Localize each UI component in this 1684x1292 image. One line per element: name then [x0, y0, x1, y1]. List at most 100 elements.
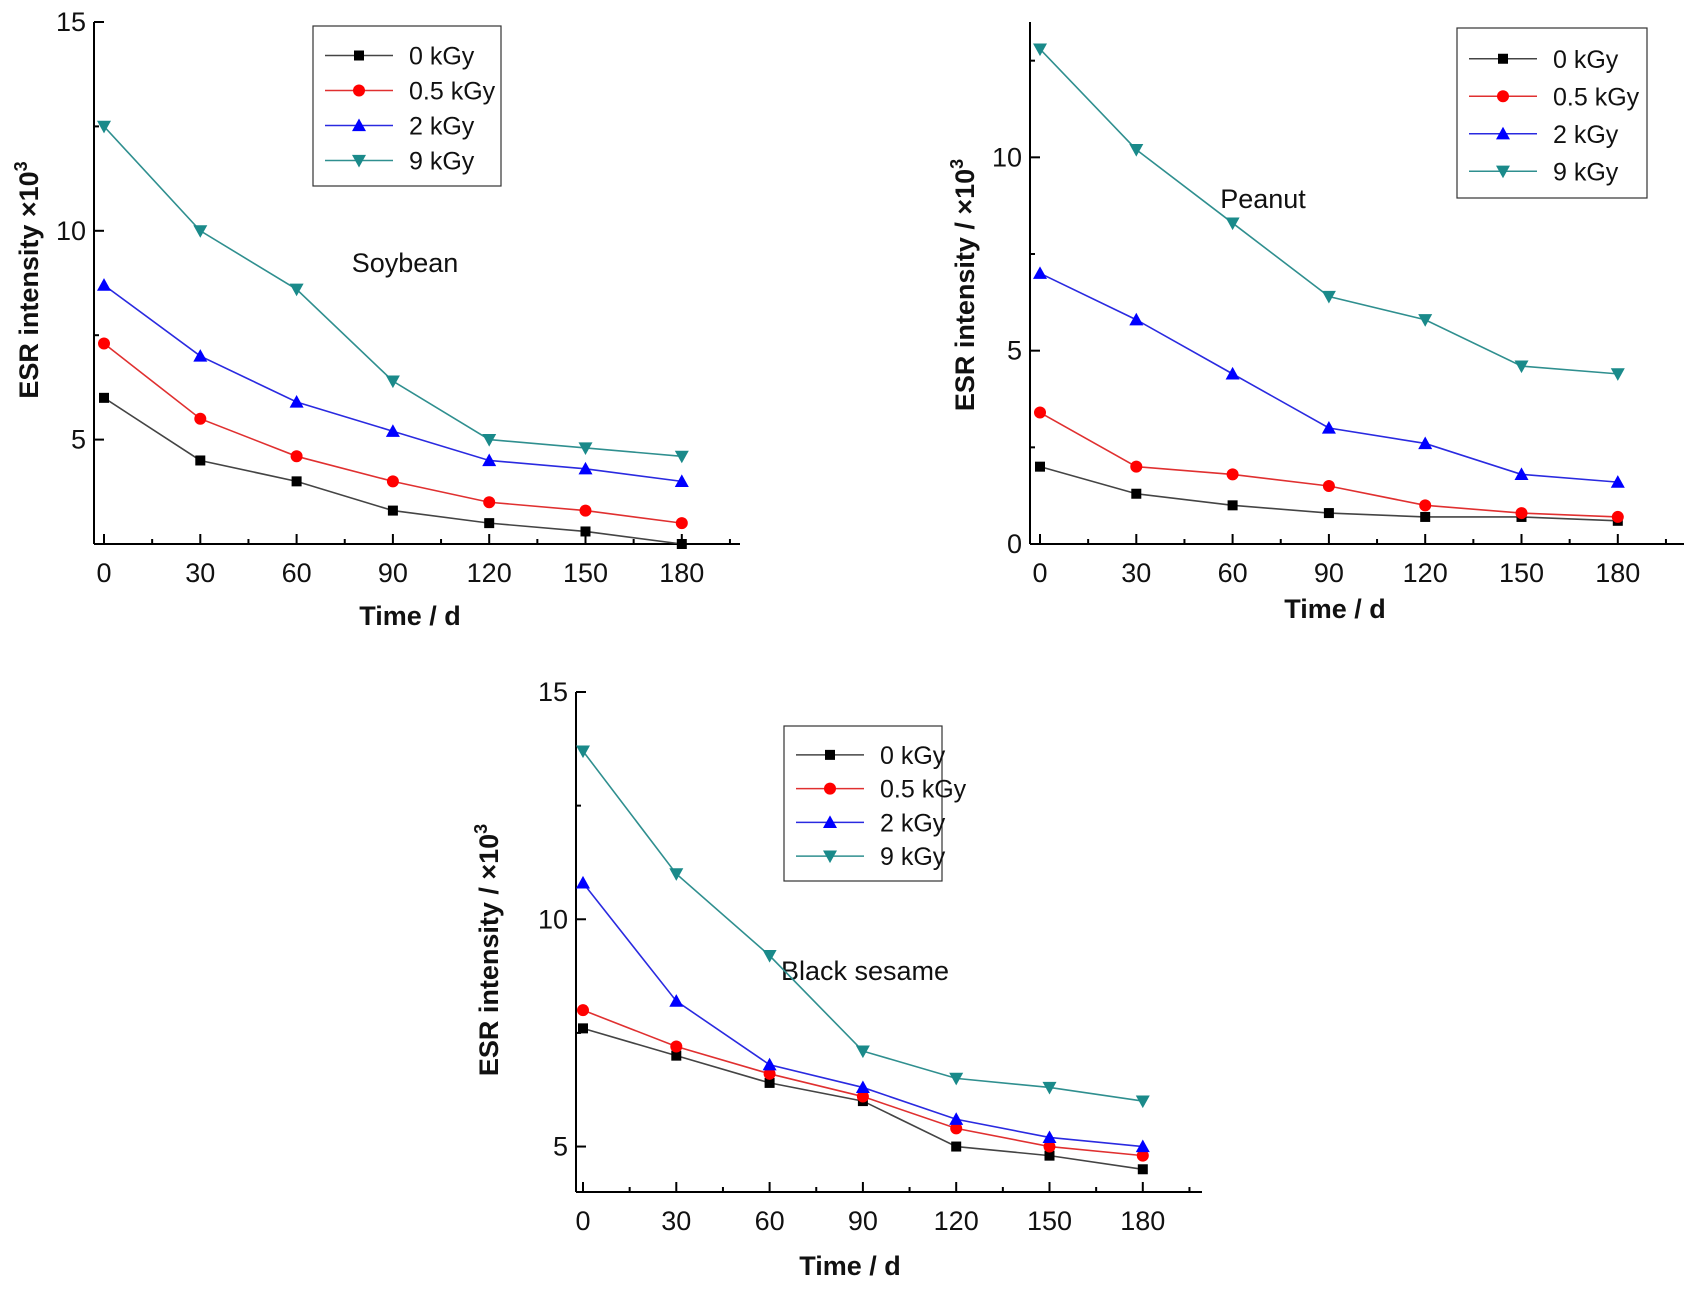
- data-point: [484, 518, 495, 529]
- y-tick-label: 0: [1007, 529, 1022, 559]
- data-point: [1131, 488, 1142, 499]
- data-point: [855, 1045, 870, 1059]
- x-tick-label: 150: [1499, 558, 1544, 588]
- data-point: [1323, 508, 1334, 519]
- data-point: [1129, 312, 1144, 326]
- legend-label: 9 kGy: [409, 148, 475, 176]
- data-point: [1610, 475, 1625, 488]
- x-tick-label: 180: [1120, 1206, 1165, 1236]
- data-point: [387, 505, 398, 516]
- legend-marker: [825, 749, 835, 760]
- data-point: [289, 395, 304, 408]
- data-point: [676, 539, 687, 549]
- data-point: [1136, 1149, 1149, 1162]
- data-point: [576, 745, 590, 759]
- data-point: [1129, 144, 1144, 157]
- data-point: [674, 474, 689, 487]
- chart-annotation: Peanut: [1220, 184, 1306, 214]
- legend-marker: [1496, 165, 1510, 179]
- data-point: [1419, 499, 1432, 512]
- data-point: [483, 496, 496, 509]
- data-point: [291, 476, 302, 487]
- data-point: [856, 1090, 869, 1103]
- x-tick-label: 90: [378, 558, 408, 588]
- x-axis-title: Time / d: [359, 601, 461, 631]
- legend-label: 0 kGy: [880, 742, 946, 770]
- data-point: [290, 450, 303, 463]
- x-tick-label: 150: [563, 558, 608, 588]
- x-tick-label: 180: [1595, 558, 1640, 588]
- data-point: [576, 875, 590, 889]
- data-point: [385, 375, 400, 389]
- y-tick-label: 5: [71, 425, 86, 455]
- legend-marker: [1496, 126, 1510, 140]
- legend-label: 0.5 kGy: [409, 78, 496, 106]
- data-point: [1137, 1164, 1148, 1175]
- data-point: [193, 225, 208, 238]
- legend-marker: [353, 84, 365, 97]
- x-tick-label: 180: [659, 558, 704, 588]
- legend-marker: [824, 782, 836, 795]
- data-point: [1322, 480, 1335, 492]
- data-point: [762, 950, 777, 963]
- data-point: [670, 1040, 683, 1053]
- series-line: [582, 882, 1143, 1148]
- data-point: [1227, 500, 1238, 511]
- legend-marker: [352, 118, 366, 132]
- x-tick-label: 30: [185, 558, 215, 588]
- chart-annotation: Soybean: [352, 248, 459, 278]
- data-point: [669, 994, 684, 1007]
- data-point: [1033, 43, 1047, 57]
- legend-label: 2 kGy: [880, 809, 946, 837]
- x-tick-label: 150: [1027, 1206, 1072, 1236]
- data-point: [386, 475, 399, 488]
- data-point: [1135, 1139, 1150, 1153]
- y-axis-title: ESR intensity ×103: [11, 161, 44, 398]
- legend-marker: [823, 850, 837, 864]
- series-line: [1039, 272, 1618, 483]
- data-point: [385, 424, 400, 437]
- legend-box: [783, 725, 943, 882]
- data-point: [97, 120, 111, 134]
- y-axis-title: ESR intensity / ×103: [471, 824, 504, 1076]
- data-point: [950, 1122, 963, 1135]
- x-tick-label: 30: [1121, 558, 1151, 588]
- x-tick-label: 30: [661, 1206, 691, 1236]
- data-point: [1033, 266, 1047, 279]
- chart-panel: 0 5 10 0 30 60 90 120 150 180 Time / d ESR intensit…: [947, 22, 1684, 624]
- data-point: [1418, 314, 1433, 327]
- data-point: [855, 1080, 870, 1094]
- data-point: [1515, 507, 1528, 520]
- data-point: [1321, 290, 1336, 304]
- data-point: [675, 517, 688, 530]
- legend-label: 0.5 kGy: [1553, 83, 1640, 111]
- data-point: [579, 504, 592, 517]
- data-point: [669, 868, 684, 881]
- legend-marker: [352, 154, 366, 168]
- chart-annotation: Black sesame: [781, 956, 949, 986]
- legend-box: [312, 25, 502, 187]
- legend-marker: [354, 50, 364, 61]
- data-point: [949, 1072, 964, 1086]
- x-tick-label: 60: [755, 1206, 785, 1236]
- data-point: [578, 1023, 588, 1034]
- x-axis-title: Time / d: [1284, 594, 1386, 624]
- data-point: [949, 1112, 964, 1125]
- legend-label: 9 kGy: [880, 843, 946, 871]
- data-point: [99, 392, 109, 403]
- x-tick-label: 90: [1314, 558, 1344, 588]
- data-point: [1042, 1081, 1057, 1095]
- data-point: [764, 1077, 775, 1088]
- x-tick-label: 60: [1218, 558, 1248, 588]
- data-point: [1043, 1140, 1056, 1153]
- data-point: [671, 1050, 682, 1061]
- data-point: [97, 278, 111, 291]
- data-point: [482, 434, 497, 447]
- data-point: [289, 283, 304, 297]
- legend-marker: [1498, 53, 1508, 64]
- x-tick-label: 0: [575, 1206, 590, 1236]
- data-point: [1610, 368, 1625, 381]
- y-tick-label: 10: [992, 142, 1022, 172]
- data-point: [951, 1141, 962, 1152]
- x-tick-label: 120: [1403, 558, 1448, 588]
